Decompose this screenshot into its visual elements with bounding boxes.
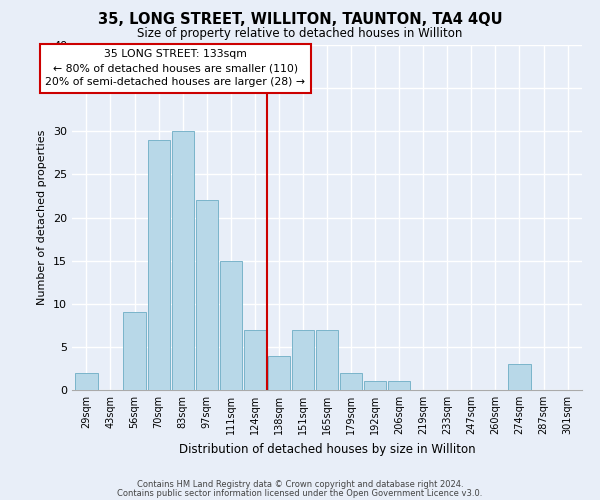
Bar (148, 140, 170, 390)
Y-axis label: Number of detached properties: Number of detached properties (37, 130, 47, 305)
Bar (220, 260, 242, 390)
Bar (316, 330, 338, 390)
Bar (124, 312, 146, 390)
Bar (508, 364, 530, 390)
Bar (244, 330, 266, 390)
Text: Contains HM Land Registry data © Crown copyright and database right 2024.: Contains HM Land Registry data © Crown c… (137, 480, 463, 489)
Bar (388, 382, 410, 390)
Text: 35 LONG STREET: 133sqm
← 80% of detached houses are smaller (110)
20% of semi-de: 35 LONG STREET: 133sqm ← 80% of detached… (46, 50, 305, 88)
X-axis label: Distribution of detached houses by size in Williton: Distribution of detached houses by size … (179, 442, 475, 456)
Bar (172, 131, 194, 390)
Bar (268, 356, 290, 390)
Text: 35, LONG STREET, WILLITON, TAUNTON, TA4 4QU: 35, LONG STREET, WILLITON, TAUNTON, TA4 … (98, 12, 502, 28)
Bar (196, 200, 218, 390)
Bar (340, 373, 362, 390)
Bar (76, 373, 98, 390)
Bar (292, 330, 314, 390)
Text: Size of property relative to detached houses in Williton: Size of property relative to detached ho… (137, 28, 463, 40)
Text: Contains public sector information licensed under the Open Government Licence v3: Contains public sector information licen… (118, 488, 482, 498)
Bar (364, 382, 386, 390)
